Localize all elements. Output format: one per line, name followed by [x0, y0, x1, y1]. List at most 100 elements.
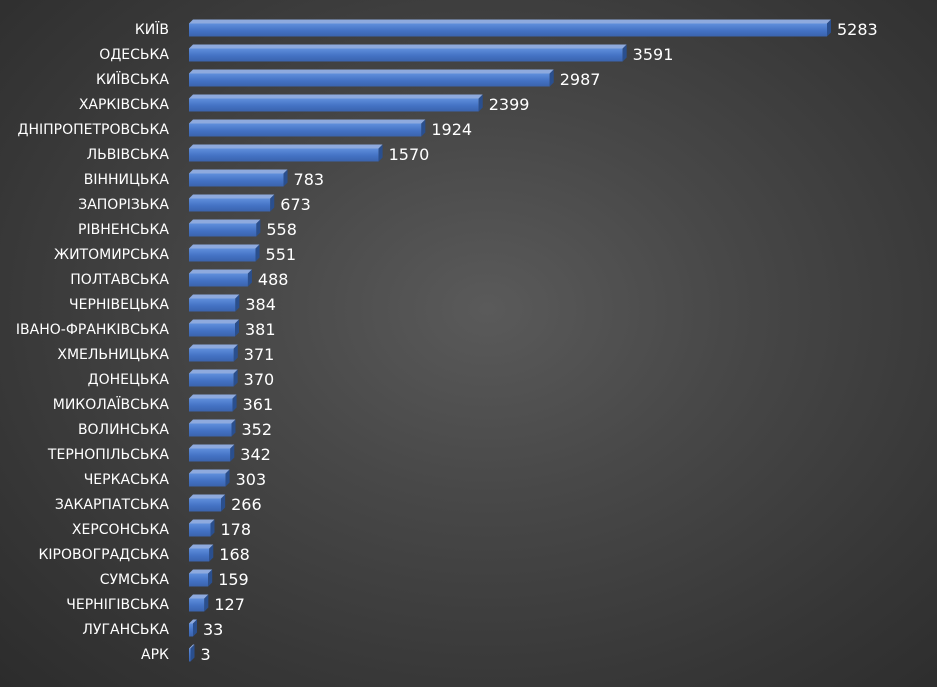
bar-front-face: [189, 273, 248, 287]
bar-front-face: [189, 123, 422, 137]
bar-top-face: [189, 294, 240, 299]
bar-front-face: [189, 573, 209, 587]
bar-top-face: [189, 119, 426, 124]
bar-front-face: [189, 73, 550, 87]
category-label: ЗАПОРІЗЬКА: [78, 197, 169, 213]
bar: [189, 244, 260, 262]
category-label: ВІННИЦЬКА: [84, 172, 170, 188]
bar: [189, 194, 275, 212]
bar-side-face: [209, 544, 214, 562]
bar-side-face: [622, 44, 627, 62]
bar-top-face: [189, 594, 209, 599]
category-label: ХЕРСОНСЬКА: [72, 522, 170, 538]
bar: [189, 469, 230, 487]
bar-top-face: [189, 444, 235, 449]
category-labels-group: КИЇВ ОДЕСЬКА КИЇВСЬКА ХАРКІВСЬКА ДНІПРОПЕТРО…: [16, 20, 170, 663]
data-label: 673: [280, 195, 311, 214]
bar-side-face: [192, 619, 197, 637]
data-label: 5283: [837, 20, 878, 39]
category-label: КИЇВ: [135, 20, 169, 38]
bar-side-face: [235, 319, 240, 337]
data-label: 159: [218, 570, 249, 589]
category-label: МИКОЛАЇВСЬКА: [53, 395, 170, 413]
bar-front-face: [189, 623, 193, 637]
bar-front-face: [189, 323, 236, 337]
category-label: ХМЕЛЬНИЦЬКА: [57, 347, 169, 363]
bar: [189, 644, 195, 662]
bar: [189, 44, 627, 62]
data-label: 558: [266, 220, 297, 239]
category-label: ТЕРНОПІЛЬСЬКА: [47, 447, 169, 463]
bar-side-face: [421, 119, 426, 137]
bar-top-face: [189, 569, 213, 574]
bar-top-face: [189, 19, 831, 24]
bar-side-face: [204, 594, 209, 612]
bar-front-face: [189, 423, 232, 437]
bar: [189, 594, 209, 612]
bar-top-face: [189, 394, 237, 399]
category-label: ЛУГАНСЬКА: [82, 622, 169, 638]
bar-top-face: [189, 319, 240, 324]
bar-top-face: [189, 244, 260, 249]
bar-side-face: [255, 244, 260, 262]
bar-front-face: [189, 148, 379, 162]
bar-top-face: [189, 619, 197, 624]
bar-side-face: [233, 369, 238, 387]
category-label: ДОНЕЦЬКА: [88, 372, 170, 388]
bar: [189, 544, 214, 562]
category-label: ЖИТОМИРСЬКА: [54, 247, 169, 263]
data-label: 371: [244, 345, 275, 364]
bar-top-face: [189, 94, 483, 99]
bar-front-face: [189, 398, 233, 412]
data-label: 168: [219, 545, 250, 564]
bar-side-face: [230, 444, 235, 462]
bar: [189, 269, 252, 287]
data-label: 488: [258, 270, 289, 289]
data-label: 352: [242, 420, 273, 439]
data-label: 783: [294, 170, 325, 189]
bar: [189, 444, 235, 462]
data-label: 303: [236, 470, 267, 489]
bar-side-face: [827, 19, 831, 37]
bar-top-face: [189, 69, 554, 74]
category-label: ПОЛТАВСЬКА: [70, 272, 169, 288]
bar: [189, 569, 213, 587]
bar-side-face: [221, 494, 226, 512]
bar: [189, 369, 238, 387]
data-label: 361: [243, 395, 274, 414]
bar-top-face: [189, 644, 195, 649]
bar: [189, 344, 238, 362]
bar: [189, 69, 554, 87]
bar-side-face: [478, 94, 483, 112]
bar-front-face: [189, 648, 191, 662]
bar-top-face: [189, 169, 288, 174]
bar: [189, 319, 240, 337]
bar-side-face: [233, 344, 238, 362]
data-label: 370: [244, 370, 275, 389]
category-label: СУМСЬКА: [100, 572, 170, 588]
bar-front-face: [189, 473, 226, 487]
bar-side-face: [231, 419, 236, 437]
data-label: 384: [245, 295, 276, 314]
bar-side-face: [232, 394, 237, 412]
category-label: КИЇВСЬКА: [96, 70, 169, 88]
category-label: ЗАКАРПАТСЬКА: [55, 497, 169, 513]
bar-front-face: [189, 523, 211, 537]
data-label: 127: [214, 595, 245, 614]
category-label: ІВАНО-ФРАНКІВСЬКА: [16, 322, 170, 338]
bar: [189, 94, 483, 112]
bar-side-face: [225, 469, 230, 487]
bar-front-face: [189, 298, 236, 312]
category-label: ВОЛИНСЬКА: [78, 422, 169, 438]
data-label: 2987: [560, 70, 601, 89]
category-label: ЛЬВІВСЬКА: [87, 147, 170, 163]
data-label: 2399: [489, 95, 530, 114]
bar-side-face: [210, 519, 215, 537]
bar: [189, 419, 236, 437]
bar-side-face: [270, 194, 275, 212]
category-label: ДНІПРОПЕТРОВСЬКА: [18, 122, 170, 138]
bar: [189, 219, 261, 237]
